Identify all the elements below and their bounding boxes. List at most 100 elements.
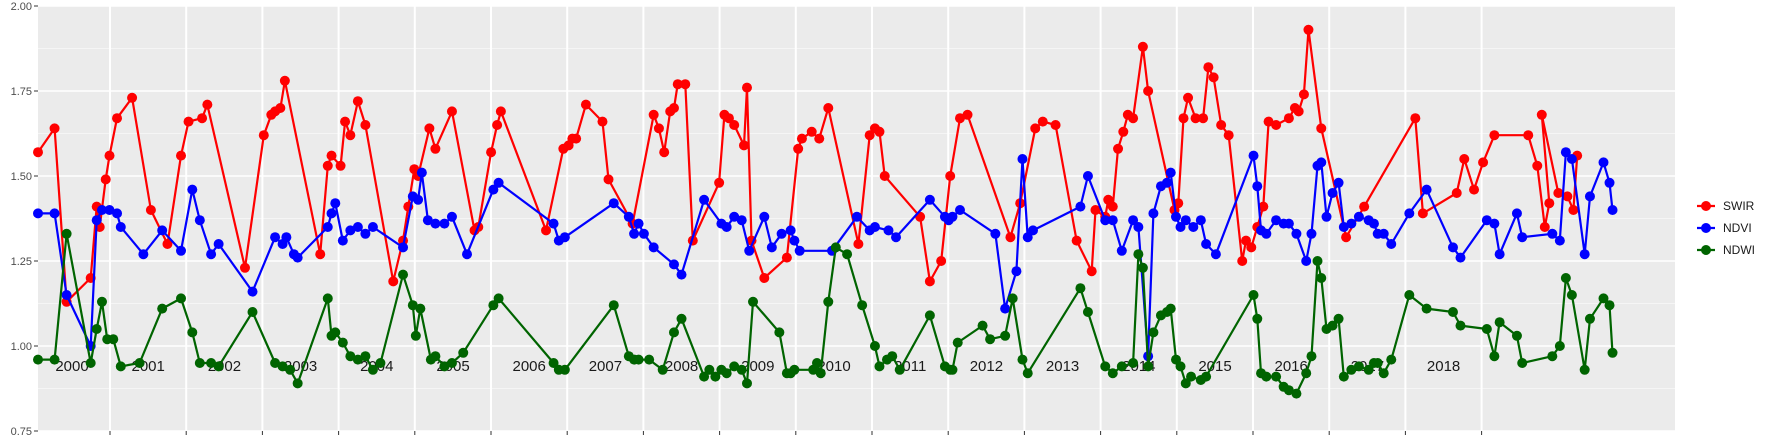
data-point-ndwi (1075, 283, 1086, 294)
data-point-ndwi (1455, 320, 1466, 331)
data-point-ndwi (1022, 368, 1033, 379)
data-point-ndwi (277, 361, 288, 372)
data-point-ndwi (741, 378, 752, 389)
data-point-ndvi (1421, 184, 1432, 195)
data-point-ndwi (1175, 361, 1186, 372)
data-point-ndvi (322, 222, 333, 232)
data-point-ndwi (559, 364, 570, 375)
data-point-ndwi (1283, 385, 1294, 396)
data-point-ndvi (1604, 177, 1615, 188)
data-point-ndvi (608, 198, 619, 209)
data-point-ndvi (360, 228, 371, 239)
data-point-ndvi (330, 198, 341, 209)
data-point-ndvi (883, 225, 894, 236)
data-point-swir (1303, 24, 1314, 35)
data-point-ndvi (194, 215, 205, 226)
data-point-ndvi (1017, 154, 1028, 164)
data-point-ndwi (1333, 313, 1344, 324)
legend-marker-ndvi (1701, 223, 1711, 233)
year-label-2009: 2009 (741, 358, 774, 375)
data-point-ndwi (213, 361, 224, 372)
data-point-ndvi (1560, 147, 1571, 158)
data-point-swir (571, 133, 582, 144)
data-point-ndvi (869, 222, 880, 232)
data-point-swir (183, 116, 194, 127)
data-point-ndwi (375, 358, 386, 368)
data-point-ndwi (857, 300, 868, 311)
data-point-ndvi (891, 232, 902, 243)
data-point-ndvi (337, 235, 348, 246)
data-point-ndwi (608, 300, 619, 311)
data-point-ndwi (337, 337, 348, 348)
data-point-ndwi (1107, 368, 1118, 379)
data-point-ndvi (744, 245, 755, 256)
data-point-ndwi (1327, 320, 1338, 331)
data-point-swir (1298, 89, 1309, 100)
data-point-ndwi (1604, 300, 1615, 311)
data-point-ndvi (61, 290, 72, 300)
data-point-swir (1203, 62, 1214, 73)
data-point-swir (424, 123, 435, 134)
data-point-ndvi (138, 249, 149, 260)
data-point-swir (1118, 126, 1129, 137)
data-point-swir (1005, 232, 1016, 243)
data-point-ndwi (1143, 361, 1154, 372)
data-point-swir (100, 174, 111, 185)
data-point-ndwi (1372, 358, 1383, 368)
data-point-ndvi (1327, 188, 1338, 198)
data-point-ndwi (1000, 330, 1011, 341)
data-point-swir (1216, 120, 1227, 130)
legend-label-ndwi: NDWI (1723, 243, 1755, 257)
data-point-ndwi (721, 368, 732, 379)
data-point-ndwi (710, 371, 721, 382)
data-point-ndwi (157, 303, 168, 314)
data-point-ndvi (1338, 222, 1349, 232)
data-point-swir (954, 113, 965, 124)
data-point-ndvi (1455, 252, 1466, 263)
data-point-ndwi (1566, 290, 1577, 300)
data-point-ndwi (548, 358, 559, 368)
data-point-ndvi (721, 222, 732, 232)
data-point-swir (1544, 198, 1555, 209)
data-point-swir (1271, 120, 1282, 130)
data-point-ndwi (1128, 358, 1139, 368)
data-point-ndvi (1161, 177, 1172, 188)
data-point-ndvi (1291, 228, 1302, 239)
data-point-ndvi (1075, 201, 1086, 212)
year-label-2007: 2007 (589, 358, 622, 375)
data-point-ndvi (1584, 191, 1595, 202)
data-point-swir (945, 171, 956, 181)
data-point-swir (1107, 201, 1118, 212)
data-point-swir (1283, 113, 1294, 124)
y-tick-label: 0.75 (11, 426, 32, 438)
data-point-ndwi (292, 378, 303, 389)
data-point-swir (741, 82, 752, 93)
data-point-swir (962, 109, 973, 120)
data-point-ndwi (91, 324, 102, 334)
data-point-swir (352, 96, 363, 107)
data-point-ndvi (439, 218, 450, 229)
data-point-ndwi (947, 364, 958, 375)
data-point-ndwi (1252, 313, 1263, 324)
data-point-ndvi (326, 208, 337, 219)
data-point-ndwi (1346, 364, 1357, 375)
data-point-ndvi (213, 239, 224, 249)
data-point-ndwi (270, 358, 281, 368)
data-point-ndwi (1137, 262, 1148, 273)
data-point-ndvi (1116, 245, 1127, 256)
data-point-swir (1183, 92, 1194, 103)
series-swir (33, 24, 1583, 307)
data-point-ndvi (1022, 232, 1033, 243)
data-point-swir (335, 160, 346, 171)
data-point-ndwi (33, 354, 43, 365)
legend-marker-swir (1701, 201, 1711, 211)
year-label-2018: 2018 (1427, 358, 1460, 375)
data-point-ndvi (1175, 222, 1186, 232)
data-point-ndvi (1547, 228, 1558, 239)
data-point-ndvi (1378, 228, 1389, 239)
y-tick-label: 1.50 (11, 171, 32, 183)
data-point-ndvi (187, 184, 198, 195)
year-label-2000: 2000 (55, 358, 88, 375)
data-point-ndvi (1165, 167, 1176, 178)
data-point-swir (1090, 205, 1101, 215)
